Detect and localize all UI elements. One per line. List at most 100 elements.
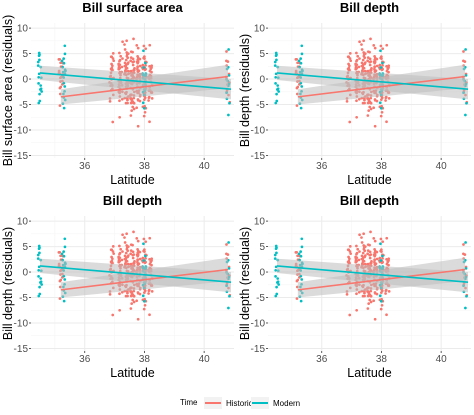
point-historic — [124, 256, 128, 260]
point-historic — [117, 257, 121, 261]
point-historic — [369, 68, 373, 72]
point-historic — [132, 60, 136, 63]
point-historic — [360, 241, 364, 244]
y-tick-label: 5 — [259, 242, 265, 253]
point-historic — [357, 258, 361, 262]
point-historic — [150, 257, 154, 261]
point-historic — [387, 290, 391, 293]
point-historic — [373, 258, 377, 261]
point-historic — [385, 258, 388, 261]
point-historic — [369, 96, 373, 100]
point-modern — [464, 241, 467, 244]
point-historic — [369, 289, 373, 293]
point-historic — [387, 259, 390, 263]
point-historic — [367, 302, 371, 305]
chart-panel-1: 36 38 40 -15 -10 -5 0 5 10 Bill surface area Latit… — [1, 0, 234, 187]
point-historic — [136, 46, 140, 50]
point-historic — [129, 114, 133, 117]
point-modern — [63, 44, 67, 48]
y-tick-label: 0 — [259, 75, 265, 86]
ci-band-modern — [276, 65, 469, 100]
point-modern — [228, 101, 231, 105]
point-modern — [39, 281, 42, 284]
point-historic — [143, 248, 146, 251]
point-historic — [355, 292, 358, 296]
point-modern — [62, 299, 66, 303]
point-historic — [369, 107, 373, 111]
point-modern — [275, 92, 278, 96]
point-historic — [144, 240, 148, 244]
point-historic — [148, 120, 151, 124]
point-historic — [150, 64, 154, 68]
point-modern — [62, 254, 66, 258]
point-historic — [374, 262, 378, 266]
point-historic — [360, 43, 363, 46]
point-historic — [385, 236, 389, 240]
point-historic — [123, 236, 126, 239]
point-modern — [63, 85, 67, 88]
point-historic — [143, 96, 147, 100]
point-modern — [274, 268, 278, 272]
x-axis-label: Latitude — [347, 173, 392, 187]
point-historic — [375, 292, 379, 296]
point-modern — [464, 306, 467, 310]
fit-line-historic — [60, 75, 229, 98]
x-tick-label: 36 — [79, 354, 91, 365]
point-historic — [355, 58, 359, 62]
point-historic — [381, 256, 384, 260]
fit-line-modern — [39, 72, 232, 91]
point-historic — [373, 60, 377, 64]
x-axis-label: Latitude — [347, 366, 392, 380]
point-historic — [136, 65, 140, 68]
point-historic — [131, 105, 135, 109]
point-modern — [144, 254, 147, 258]
point-historic — [366, 307, 370, 310]
point-historic — [124, 63, 128, 67]
point-modern — [275, 99, 279, 103]
fit-lines — [276, 64, 469, 105]
point-modern — [38, 251, 41, 255]
point-modern — [300, 245, 304, 249]
tick-labels: 36 38 40 -15 -10 -5 0 5 10 — [14, 24, 211, 172]
point-historic — [143, 289, 147, 293]
point-historic — [358, 57, 361, 60]
point-historic — [366, 262, 370, 266]
point-modern — [275, 285, 278, 289]
point-historic — [108, 292, 112, 296]
point-historic — [363, 69, 367, 73]
point-modern — [39, 88, 42, 91]
point-historic — [118, 115, 122, 119]
point-historic — [118, 58, 122, 62]
point-historic — [225, 243, 228, 246]
point-historic — [111, 64, 114, 68]
point-historic — [125, 51, 129, 54]
point-historic — [379, 237, 383, 241]
legend-label-historic: Historic — [226, 399, 253, 408]
point-historic — [384, 99, 387, 102]
y-tick-label: 10 — [17, 24, 29, 35]
fit-line-modern — [276, 72, 469, 91]
fit-line-historic — [60, 268, 229, 291]
fit-lines — [39, 257, 232, 298]
point-modern — [297, 252, 301, 256]
fit-line-modern — [276, 265, 469, 284]
point-historic — [132, 96, 136, 100]
point-historic — [462, 243, 465, 246]
point-historic — [141, 256, 145, 260]
point-historic — [130, 302, 134, 305]
y-axis-label: Bill surface area (residuals) — [1, 15, 15, 166]
point-modern — [275, 251, 278, 255]
tick-marks — [29, 27, 205, 160]
point-modern — [299, 57, 303, 60]
point-historic — [111, 245, 115, 248]
y-tick-label: -10 — [14, 318, 29, 329]
ci-band-modern — [39, 65, 232, 100]
point-modern — [276, 88, 279, 91]
point-modern — [63, 278, 67, 281]
ci-band-modern — [39, 258, 232, 293]
point-historic — [366, 243, 370, 247]
point-modern — [274, 75, 278, 79]
y-tick-label: -15 — [251, 151, 266, 162]
point-modern — [142, 242, 145, 246]
point-historic — [125, 232, 128, 236]
